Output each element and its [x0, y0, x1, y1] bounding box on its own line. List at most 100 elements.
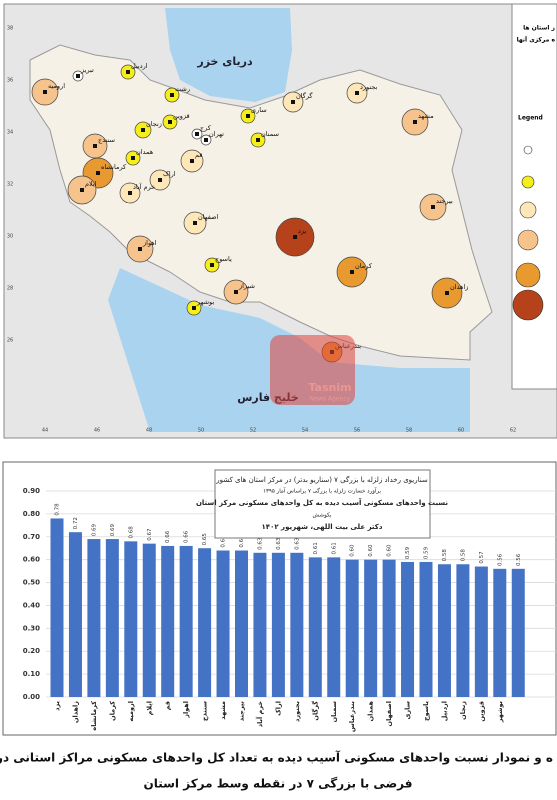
bar	[401, 561, 415, 697]
city-label: قم	[195, 151, 202, 159]
lon-tick: 58	[406, 428, 412, 434]
x-tick-label: کرمانشاه	[90, 701, 98, 731]
value-label: 0.69	[110, 523, 116, 536]
city-label: یزد	[298, 227, 306, 235]
lat-tick: 36	[7, 78, 13, 84]
lat-tick: 28	[7, 286, 13, 292]
city-point	[192, 306, 196, 310]
bar	[271, 552, 285, 697]
legend-box	[511, 3, 557, 390]
bar	[50, 518, 64, 697]
lon-tick: 54	[302, 428, 308, 434]
caption: فرضی با بزرگی ۷ در نقطه وسط مرکز استان	[143, 777, 412, 792]
bar	[290, 552, 304, 697]
city-point	[293, 235, 297, 239]
lon-tick: 44	[42, 428, 48, 434]
y-tick-label: 0.80	[23, 510, 40, 518]
value-label: 0.65	[202, 533, 208, 546]
x-tick-label: بندرعباس	[348, 701, 356, 732]
value-label: 0.78	[55, 503, 61, 516]
legend-heading: ز استان ها	[523, 25, 555, 32]
y-tick-label: 0.50	[23, 579, 40, 587]
y-tick-label: 0.30	[23, 624, 40, 632]
lon-tick: 62	[510, 428, 516, 434]
legend-swatch	[515, 262, 541, 288]
x-tick-label: گرگان	[311, 701, 319, 721]
city-label: زنجان	[146, 120, 162, 128]
bar	[456, 564, 470, 697]
city-label: گرگان	[296, 92, 313, 100]
city-point	[204, 138, 208, 142]
city-point	[256, 138, 260, 142]
chart-title: بکوشش	[312, 512, 331, 519]
x-tick-label: اردبیل	[440, 701, 448, 721]
city-label: کرمان	[355, 262, 373, 270]
city-point	[246, 114, 250, 118]
x-tick-label: مشهد	[219, 701, 227, 720]
value-label: 0.64	[221, 535, 227, 548]
x-tick-label: قم	[164, 701, 172, 710]
city-point	[193, 221, 197, 225]
value-label: 0.69	[91, 523, 97, 536]
value-label: 0.61	[331, 542, 337, 554]
city-label: ساری	[251, 106, 267, 114]
bar	[216, 550, 230, 697]
city-point	[131, 156, 135, 160]
city-point	[141, 128, 145, 132]
bar	[474, 566, 488, 697]
city-label: بجنورد	[360, 83, 378, 91]
bar	[308, 557, 322, 697]
value-label: 0.64	[239, 535, 245, 548]
x-tick-label: اصفهان	[385, 701, 393, 726]
x-tick-label: سنندج	[201, 701, 209, 721]
x-tick-label: یزد	[53, 701, 61, 711]
x-tick-label: کرمان	[108, 701, 116, 721]
city-label: رشت	[175, 85, 190, 93]
legend-swatch	[519, 201, 537, 219]
city-point	[190, 159, 194, 163]
x-tick-label: ایلام	[145, 701, 153, 715]
y-tick-label: 0.20	[23, 647, 40, 655]
city-point	[126, 70, 130, 74]
bar	[511, 568, 525, 697]
city-point	[168, 120, 172, 124]
value-label: 0.63	[294, 537, 300, 550]
x-tick-label: سمنان	[330, 701, 338, 722]
y-tick-label: 0.40	[23, 601, 40, 609]
bar	[493, 568, 507, 697]
value-label: 0.63	[276, 537, 282, 550]
bar	[364, 559, 378, 697]
bar	[198, 548, 212, 697]
bar	[253, 552, 267, 697]
city-point	[138, 247, 142, 251]
city-label: خرم آباد	[133, 182, 155, 191]
city-point	[158, 178, 162, 182]
value-label: 0.58	[442, 549, 448, 562]
y-tick-label: 0.00	[23, 693, 40, 701]
bar	[105, 539, 119, 697]
city-point	[210, 263, 214, 267]
value-label: 0.63	[257, 537, 263, 550]
city-point	[195, 132, 199, 136]
lat-tick: 32	[7, 182, 13, 188]
x-tick-label: اهواز	[182, 701, 190, 719]
value-label: 0.66	[165, 530, 171, 543]
city-point	[76, 74, 80, 78]
x-tick-label: قزوین	[477, 701, 485, 722]
city-label: بیرجند	[436, 197, 453, 205]
city-label: همدان	[136, 148, 154, 156]
bar	[345, 559, 359, 697]
city-point	[431, 205, 435, 209]
lon-tick: 46	[94, 428, 100, 434]
chart-title: دکتر علی بیت اللهی، شهریور ۱۴۰۲	[262, 523, 383, 531]
x-tick-label: زنجان	[459, 701, 467, 720]
value-label: 0.68	[128, 526, 134, 539]
city-label: کرمانشاه	[101, 163, 127, 171]
city-label: بوشهر	[196, 298, 214, 306]
city-point	[80, 188, 84, 192]
bar	[327, 557, 341, 697]
chart-title-box	[214, 469, 431, 539]
city-label: زاهدان	[450, 283, 468, 291]
city-label: تهران	[209, 130, 224, 138]
x-tick-label: بجنورد	[293, 701, 301, 722]
